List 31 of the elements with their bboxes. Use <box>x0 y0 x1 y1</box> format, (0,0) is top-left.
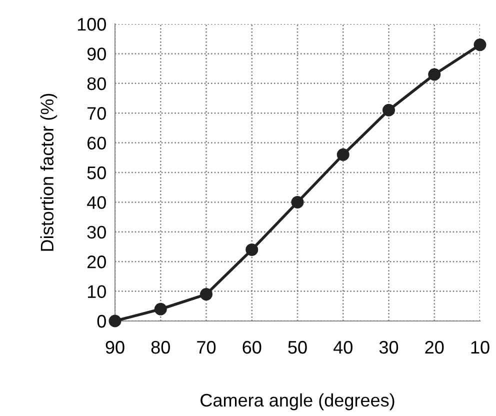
point <box>154 302 167 316</box>
x-tick-label: 90 <box>106 340 124 354</box>
x-tick-label: 30 <box>379 340 398 354</box>
y-tick-label: 80 <box>87 77 106 90</box>
point <box>336 148 350 161</box>
y-tick-label: 0 <box>97 314 106 328</box>
x-tick-label: 80 <box>151 340 170 354</box>
x-tick-label: 50 <box>288 340 307 354</box>
point <box>428 68 441 81</box>
x-tick-label: 60 <box>242 340 262 354</box>
y-axis-title: Distortion factor (%) <box>40 94 58 251</box>
y-tick-label: 20 <box>87 256 106 268</box>
point <box>291 196 304 208</box>
point <box>246 243 258 256</box>
y-tick-label: 40 <box>87 196 106 209</box>
y-tick-label: 50 <box>87 166 106 180</box>
x-tick-label: 40 <box>334 340 352 354</box>
y-tick-label: 30 <box>87 226 106 239</box>
y-tick-label: 60 <box>88 136 106 150</box>
point <box>200 288 212 301</box>
x-axis-title: Camera angle (degrees) <box>200 393 394 410</box>
y-tick-label: 10 <box>88 285 106 298</box>
x-tick-label: 70 <box>197 340 216 354</box>
point <box>382 104 395 116</box>
y-tick-label: 100 <box>78 18 106 31</box>
point <box>108 314 122 328</box>
x-tick-label: 20 <box>425 340 444 354</box>
y-tick-label: 70 <box>88 107 106 120</box>
y-tick-label: 90 <box>87 48 106 60</box>
x-tick-label: 10 <box>471 340 490 354</box>
point <box>474 38 486 52</box>
